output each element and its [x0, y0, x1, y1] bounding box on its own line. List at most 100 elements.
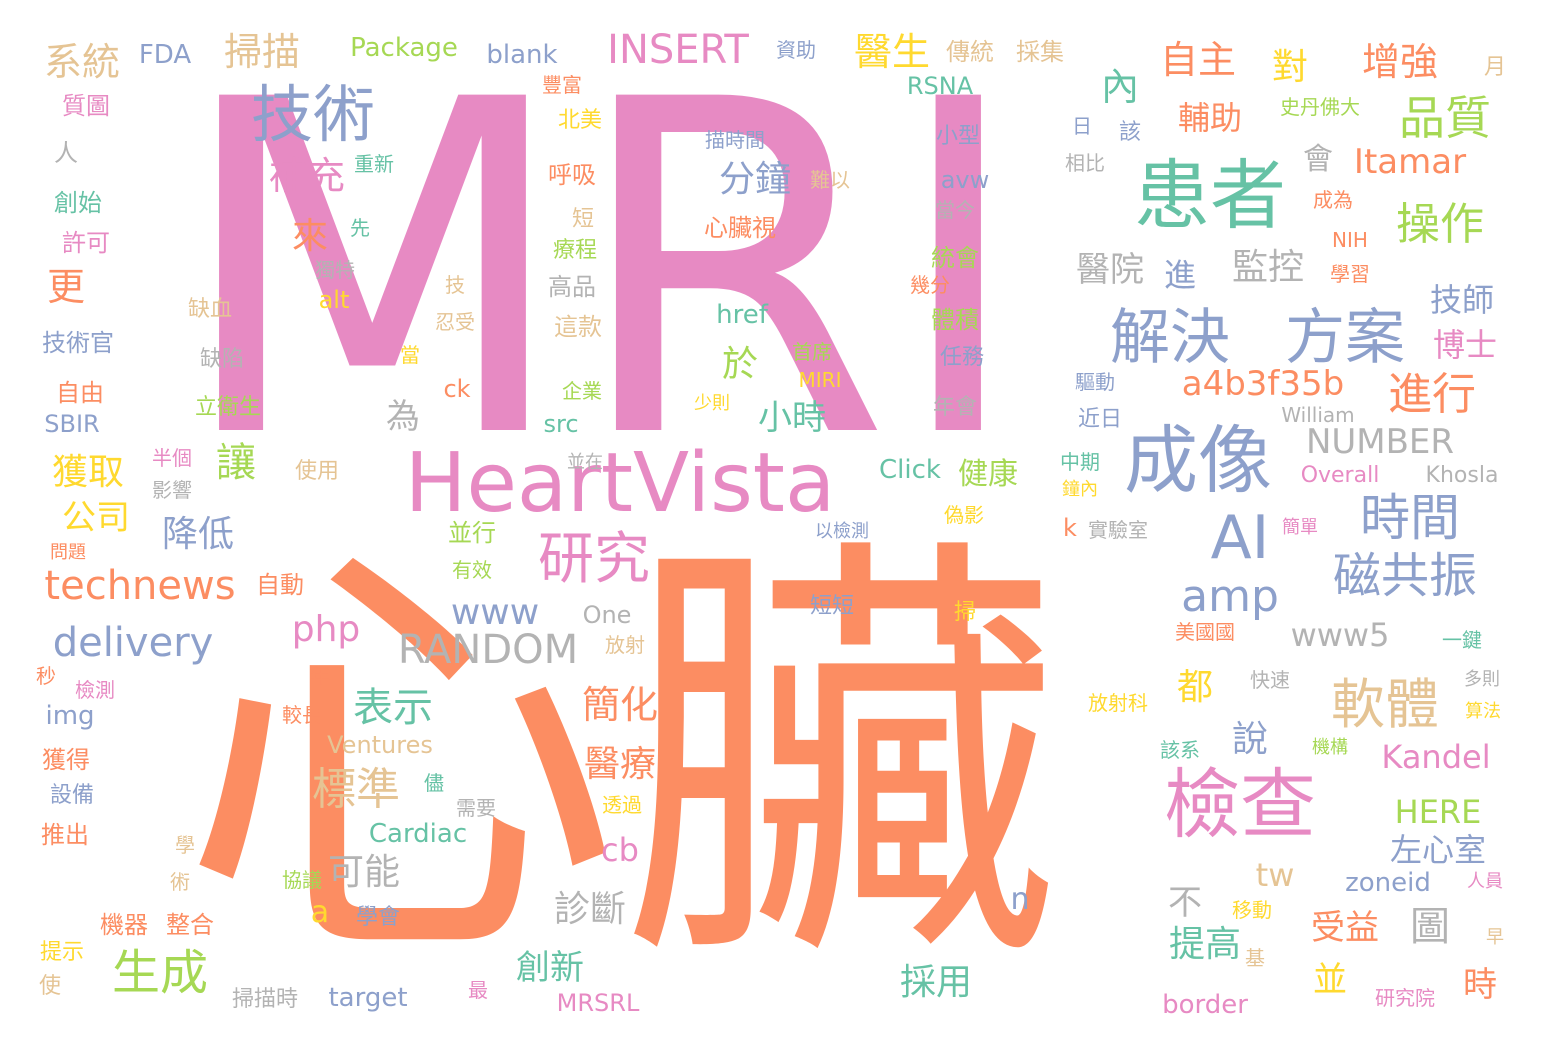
word: 日: [1072, 114, 1092, 138]
word: 影響: [152, 478, 192, 502]
word: 分鐘: [718, 159, 792, 200]
word: 醫療: [583, 744, 657, 785]
word: 豐富: [542, 73, 582, 97]
word: 簡單: [1282, 517, 1318, 538]
word: 表示: [353, 685, 433, 731]
word: 基: [1245, 946, 1265, 970]
word: 使用: [294, 459, 340, 484]
word: 成為: [1313, 188, 1353, 212]
word: 描時間: [705, 128, 765, 152]
word: 整合: [166, 911, 214, 939]
word: 生成: [111, 945, 209, 1001]
word: NUMBER: [1305, 422, 1455, 462]
word: 補充: [268, 154, 346, 198]
word: amp: [1181, 571, 1279, 622]
word: Khosla: [1425, 463, 1499, 488]
word: src: [543, 410, 579, 438]
word: INSERT: [607, 27, 749, 73]
word: 來: [291, 216, 329, 257]
word: zoneid: [1345, 868, 1431, 898]
word: 監控: [1231, 247, 1305, 288]
word: 學會: [355, 905, 401, 930]
word: 當今: [935, 198, 975, 222]
word: NIH: [1332, 228, 1368, 252]
word: 有效: [452, 558, 492, 582]
word: 掃描時: [231, 987, 299, 1012]
word: 並行: [448, 519, 496, 547]
word: 快速: [1250, 668, 1290, 692]
word: 可能: [327, 852, 401, 893]
word: 並: [1313, 960, 1347, 1000]
word: 降低: [161, 514, 235, 555]
word: 透過: [602, 793, 642, 817]
word: 難以: [810, 168, 850, 192]
word: 半個: [152, 446, 192, 470]
word: 標準: [312, 764, 400, 815]
word: 軟體: [1331, 673, 1439, 736]
word: Ventures: [327, 731, 433, 759]
word: 算法: [1465, 701, 1501, 722]
word: 學習: [1330, 262, 1370, 286]
word: 近日: [1077, 407, 1123, 432]
word: William: [1281, 403, 1355, 427]
word: n: [1010, 882, 1030, 917]
word: AI: [1210, 503, 1270, 573]
word: 短短: [809, 594, 855, 619]
word: 磁共振: [1332, 548, 1478, 604]
word: 資助: [776, 38, 816, 62]
word: 移動: [1232, 898, 1272, 922]
word: 於: [721, 344, 759, 385]
word: Package: [350, 33, 458, 63]
word: 療程: [552, 238, 598, 263]
word: 短: [571, 207, 595, 232]
word: k: [1063, 514, 1077, 542]
word: 系統: [43, 40, 121, 84]
word: 多則: [1464, 669, 1500, 690]
word: 技術官: [42, 329, 114, 357]
word: HeartVista: [404, 436, 836, 531]
word: www5: [1290, 616, 1390, 654]
word: 研究院: [1375, 986, 1435, 1010]
word: delivery: [52, 620, 214, 666]
word: 傳統: [946, 38, 994, 66]
word: 秒: [36, 664, 56, 688]
word: HERE: [1394, 793, 1482, 831]
word: 重新: [354, 152, 394, 176]
word: Itamar: [1353, 142, 1467, 182]
word: cb: [601, 831, 639, 869]
word: 簡化: [581, 683, 659, 727]
word: 採集: [1016, 38, 1064, 66]
word: 解決: [1110, 303, 1230, 373]
word: 輔助: [1177, 99, 1243, 137]
word: 更: [46, 265, 86, 309]
word: 品質: [1399, 91, 1491, 145]
word: 增強: [1361, 40, 1439, 84]
word: 獨特: [315, 258, 355, 282]
word: 左心室: [1389, 831, 1487, 869]
word: 說: [1231, 719, 1269, 760]
word: 操作: [1396, 199, 1484, 250]
word: One: [582, 601, 632, 629]
word: 健康: [958, 457, 1018, 492]
word: 最: [468, 978, 488, 1002]
word: 當: [400, 343, 420, 367]
word: 時: [1463, 965, 1497, 1005]
word: 進: [1163, 256, 1197, 294]
word: Overall: [1300, 463, 1380, 488]
word: 少則: [694, 393, 730, 414]
word: 獲取: [51, 452, 125, 493]
word: 採用: [899, 962, 973, 1003]
word: 掃描: [223, 30, 301, 74]
word: 史丹佛大: [1280, 95, 1360, 119]
word: MRSRL: [556, 989, 640, 1017]
word: 心臟視: [704, 214, 776, 242]
word: 高品: [548, 273, 596, 301]
word: 較長: [282, 703, 322, 727]
word: 質圖: [62, 92, 110, 120]
word: 自由: [56, 379, 104, 407]
word: border: [1162, 990, 1248, 1020]
word: 立衛生: [194, 395, 262, 420]
word: 醫院: [1076, 250, 1144, 290]
word: img: [45, 701, 95, 731]
word: 進行: [1388, 369, 1476, 420]
